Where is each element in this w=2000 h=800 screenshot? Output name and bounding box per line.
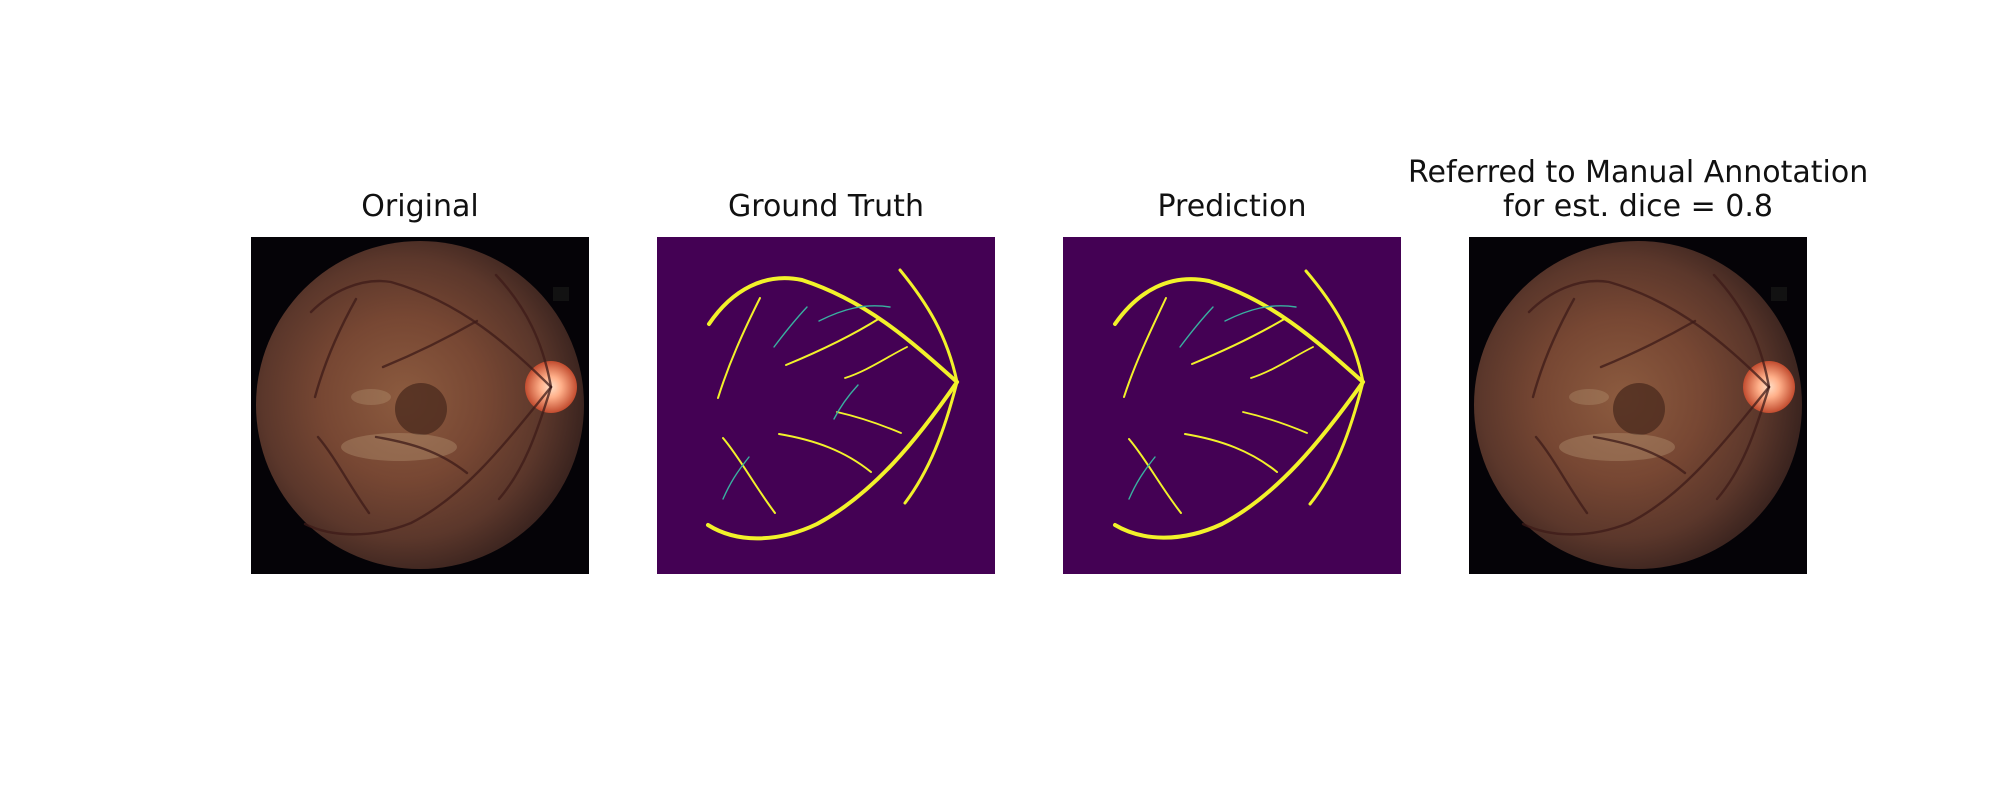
vessel-tree [1521,273,1771,536]
image-notch [553,287,569,301]
panel-title-original: Original [190,190,650,224]
panel-title-referred: Referred to Manual Annotation for est. d… [1408,156,1868,224]
retinal-lesion [351,389,391,405]
macula-spot [1613,383,1665,435]
ground-truth-mask [657,237,995,574]
panel-title-referred-line-1: Referred to Manual Annotation [1408,155,1869,190]
panel-title-prediction: Prediction [1002,190,1462,224]
retinal-lesion [1559,433,1675,461]
retinal-lesion [341,433,457,461]
vessel-segmentation [706,268,959,541]
referred-fundus-graphic [1469,237,1807,574]
prediction-mask [1063,237,1401,574]
panel-title-referred-line-2: for est. dice = 0.8 [1503,189,1773,224]
original-fundus-image [251,237,589,574]
ground-truth-graphic [657,237,995,574]
original-fundus-graphic [251,237,589,574]
referred-fundus-image [1469,237,1807,574]
vessel-segmentation [1113,269,1365,540]
panel-title-ground-truth-line-1: Ground Truth [728,189,924,224]
prediction-graphic [1063,237,1401,574]
macula-spot [395,383,447,435]
vessel-tree [303,273,553,536]
panel-title-original-line-1: Original [361,189,479,224]
panel-title-prediction-line-1: Prediction [1157,189,1307,224]
panel-title-ground-truth: Ground Truth [596,190,1056,224]
retinal-lesion [1569,389,1609,405]
image-notch [1771,287,1787,301]
